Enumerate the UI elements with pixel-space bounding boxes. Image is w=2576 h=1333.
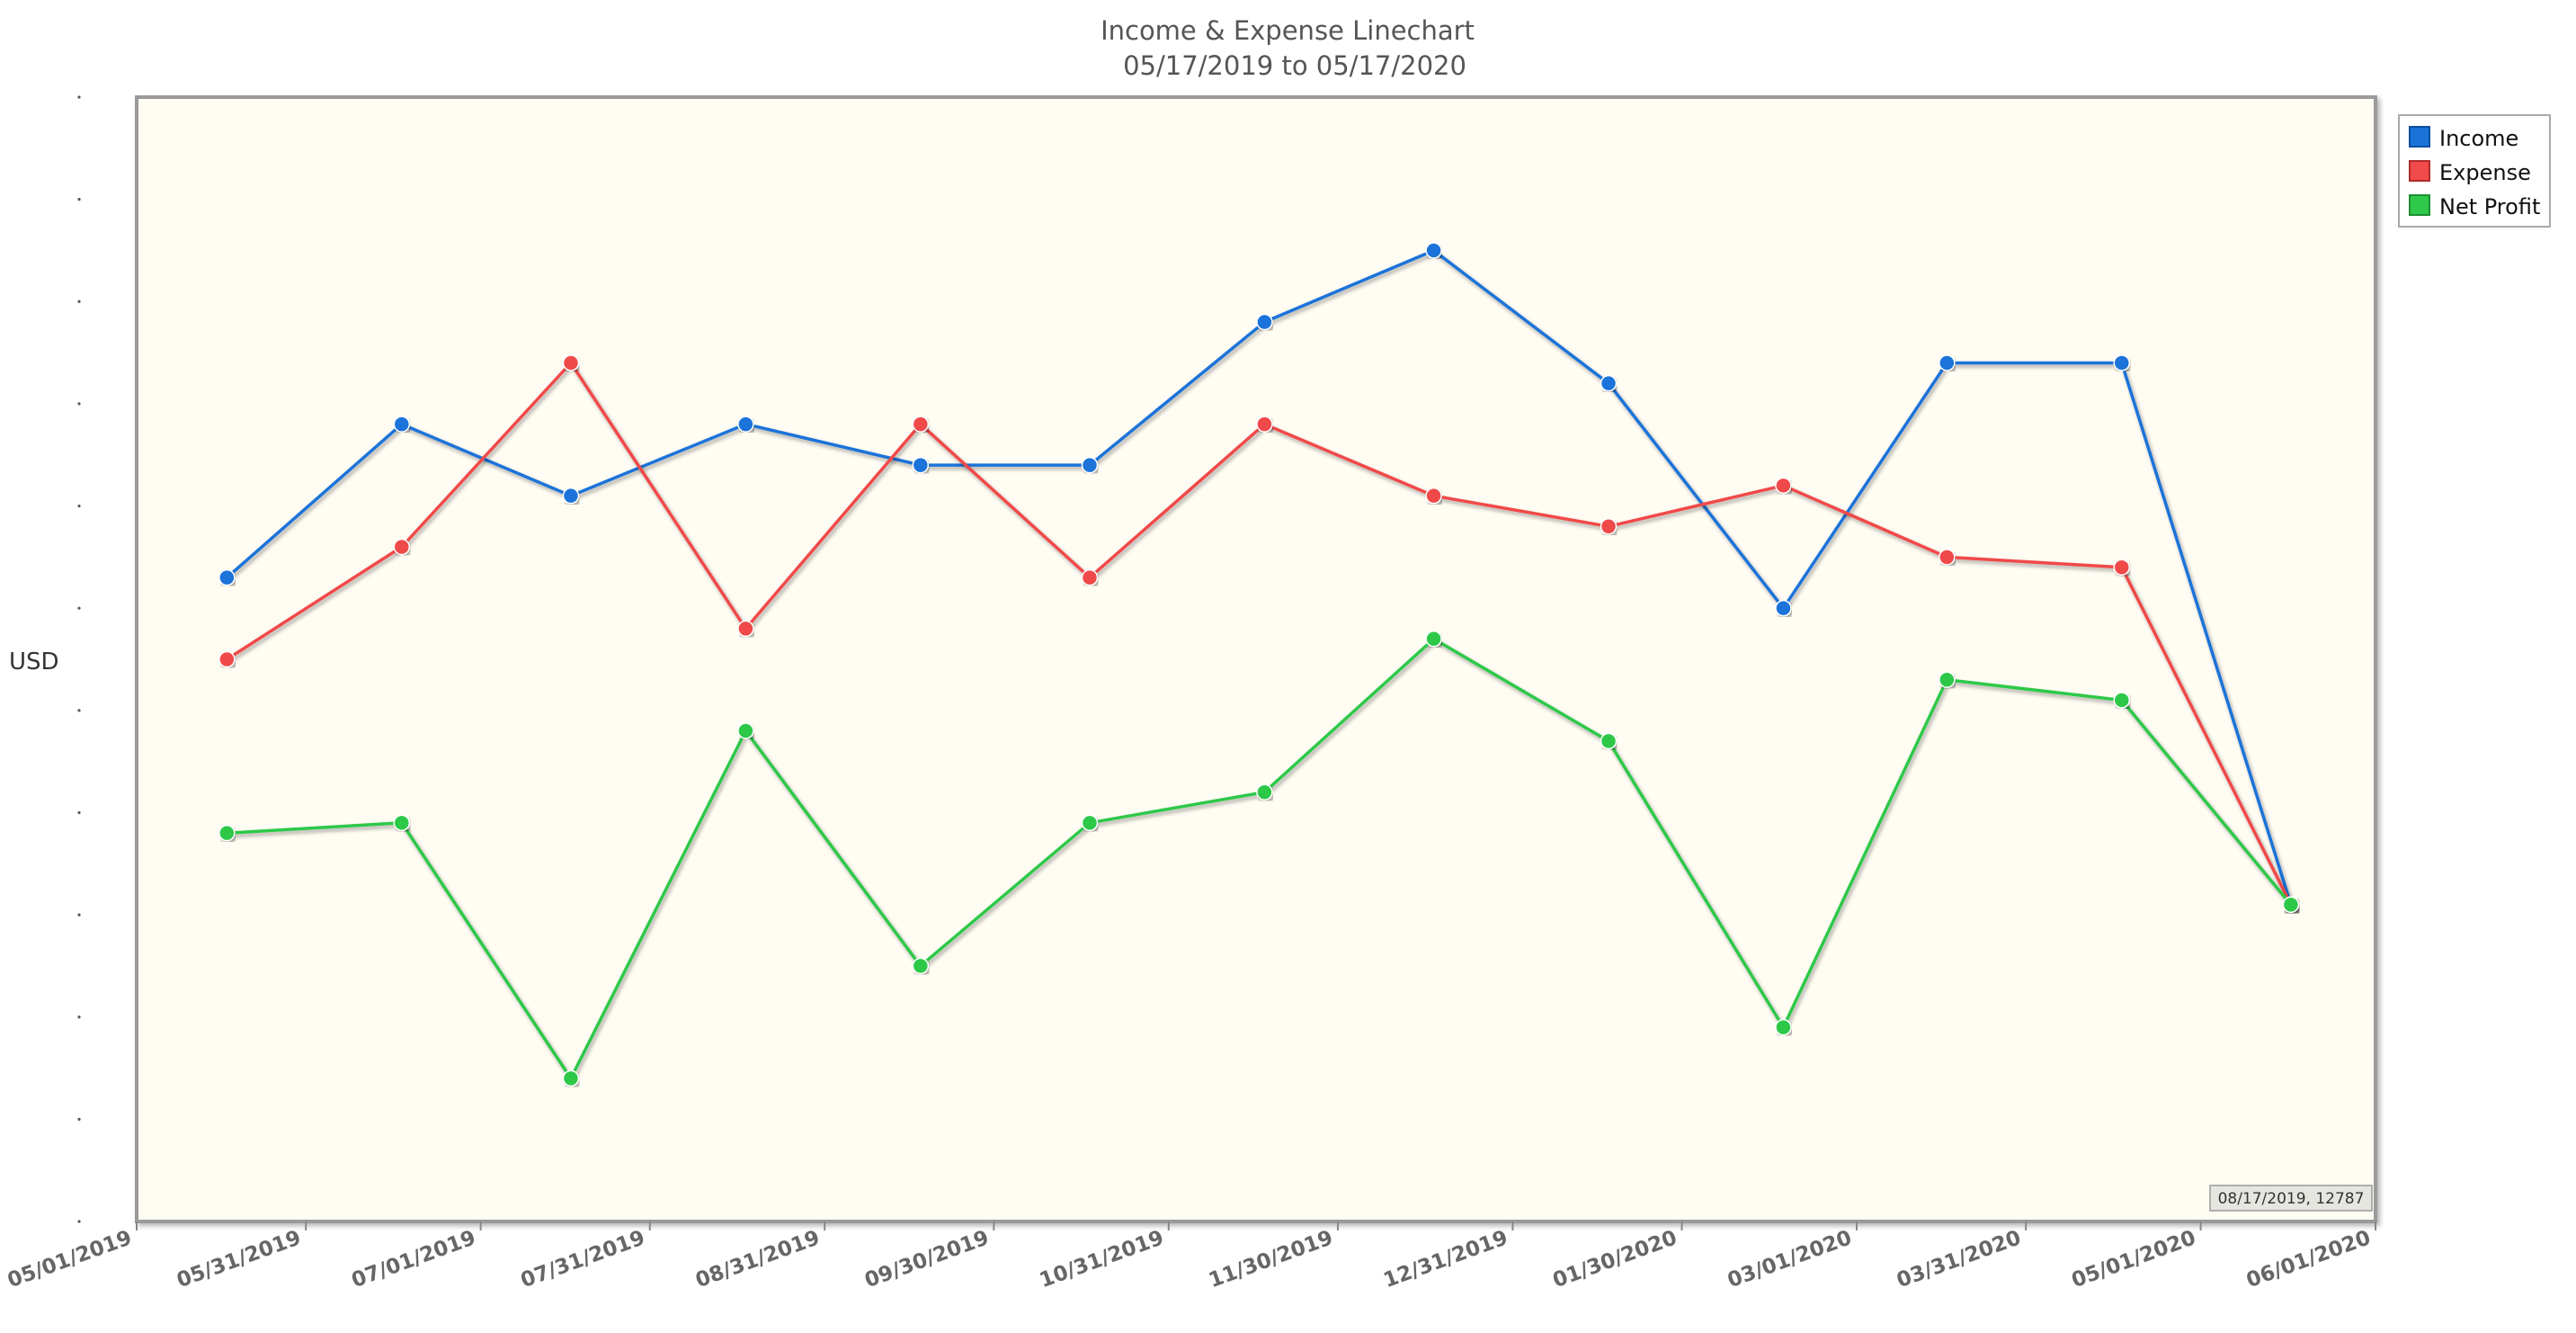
point-expense-10[interactable] bbox=[1939, 549, 1956, 566]
point-net-profit-5[interactable] bbox=[1081, 814, 1099, 832]
y-tick-0 bbox=[77, 1220, 81, 1223]
point-net-profit-9[interactable] bbox=[1775, 1018, 1792, 1036]
legend-swatch-expense bbox=[2409, 160, 2430, 182]
y-tick-6 bbox=[77, 606, 81, 610]
point-net-profit-1[interactable] bbox=[393, 814, 411, 832]
x-tick-label-9: 01/30/2020 bbox=[1550, 1226, 1680, 1293]
point-income-3[interactable] bbox=[737, 416, 754, 433]
point-expense-7[interactable] bbox=[1425, 487, 1442, 505]
chart-subtitle: 05/17/2019 to 05/17/2020 bbox=[1123, 50, 1466, 81]
point-income-11[interactable] bbox=[2113, 354, 2131, 371]
y-axis bbox=[77, 95, 81, 1223]
legend-label-expense[interactable]: Expense bbox=[2439, 160, 2531, 185]
y-tick-4 bbox=[77, 810, 81, 815]
y-tick-8 bbox=[77, 402, 81, 406]
y-tick-7 bbox=[77, 504, 81, 508]
y-tick-1 bbox=[77, 1117, 81, 1121]
point-income-5[interactable] bbox=[1081, 456, 1099, 474]
point-expense-8[interactable] bbox=[1600, 518, 1618, 535]
point-net-profit-0[interactable] bbox=[218, 824, 236, 842]
x-tick-label-13: 06/01/2020 bbox=[2243, 1226, 2374, 1293]
x-tick-label-0: 05/01/2019 bbox=[4, 1226, 135, 1293]
point-income-0[interactable] bbox=[218, 568, 236, 586]
point-net-profit-4[interactable] bbox=[912, 957, 930, 975]
point-income-9[interactable] bbox=[1775, 599, 1792, 617]
plot-area bbox=[135, 95, 2377, 1223]
y-tick-5 bbox=[77, 709, 81, 712]
legend-swatch-income bbox=[2409, 126, 2430, 148]
point-income-2[interactable] bbox=[562, 487, 580, 505]
point-expense-3[interactable] bbox=[737, 620, 754, 638]
point-income-10[interactable] bbox=[1939, 354, 1956, 371]
y-tick-11 bbox=[77, 95, 81, 99]
y-tick-3 bbox=[77, 913, 81, 917]
point-expense-4[interactable] bbox=[912, 416, 930, 433]
y-axis-label: USD bbox=[9, 649, 59, 675]
value-readout: 08/17/2019, 12787 bbox=[2209, 1185, 2373, 1212]
x-tick-label-6: 10/31/2019 bbox=[1037, 1226, 1167, 1293]
chart-title: Income & Expense Linechart bbox=[1101, 15, 1475, 46]
x-tick-label-1: 05/31/2019 bbox=[174, 1226, 304, 1293]
y-tick-9 bbox=[77, 300, 81, 303]
point-expense-1[interactable] bbox=[393, 538, 411, 556]
point-income-7[interactable] bbox=[1425, 242, 1442, 259]
x-tick-label-8: 12/31/2019 bbox=[1380, 1226, 1511, 1293]
x-axis: 05/01/2019 05/31/2019 07/01/2019 07/31/2019… bbox=[4, 1221, 2376, 1293]
point-expense-9[interactable] bbox=[1775, 477, 1792, 495]
point-income-4[interactable] bbox=[912, 456, 930, 474]
x-tick-label-3: 07/31/2019 bbox=[518, 1226, 648, 1293]
point-net-profit-6[interactable] bbox=[1256, 783, 1273, 801]
x-tick-label-7: 11/30/2019 bbox=[1206, 1226, 1336, 1293]
x-tick-label-12: 05/01/2020 bbox=[2069, 1226, 2199, 1293]
legend: Income Expense Net Profit bbox=[2398, 114, 2551, 228]
y-tick-10 bbox=[77, 198, 81, 201]
point-net-profit-8[interactable] bbox=[1600, 732, 1618, 750]
point-net-profit-2[interactable] bbox=[562, 1069, 580, 1087]
point-expense-11[interactable] bbox=[2113, 559, 2131, 576]
x-tick-label-4: 08/31/2019 bbox=[692, 1226, 823, 1293]
legend-swatch-net-profit bbox=[2409, 194, 2430, 216]
point-net-profit-11[interactable] bbox=[2113, 692, 2131, 709]
point-expense-2[interactable] bbox=[562, 354, 580, 371]
point-income-8[interactable] bbox=[1600, 374, 1618, 392]
readout-text: 08/17/2019, 12787 bbox=[2218, 1190, 2365, 1208]
point-expense-0[interactable] bbox=[218, 650, 236, 668]
point-net-profit-10[interactable] bbox=[1939, 671, 1956, 688]
series-layer bbox=[218, 242, 2300, 1087]
point-expense-5[interactable] bbox=[1081, 568, 1099, 586]
readout-box bbox=[2209, 1185, 2373, 1212]
x-tick-label-11: 03/31/2020 bbox=[1894, 1226, 2024, 1293]
x-tick-label-2: 07/01/2019 bbox=[349, 1226, 479, 1293]
point-net-profit-12[interactable] bbox=[2282, 896, 2300, 913]
point-income-6[interactable] bbox=[1256, 313, 1273, 331]
legend-label-net-profit[interactable]: Net Profit bbox=[2439, 194, 2540, 219]
point-expense-6[interactable] bbox=[1256, 416, 1273, 433]
point-net-profit-3[interactable] bbox=[737, 722, 754, 739]
y-tick-2 bbox=[77, 1015, 81, 1019]
legend-label-income[interactable]: Income bbox=[2439, 126, 2518, 151]
x-tick-label-10: 03/01/2020 bbox=[1725, 1226, 1855, 1293]
x-tick-label-5: 09/30/2019 bbox=[861, 1226, 992, 1293]
point-income-1[interactable] bbox=[393, 416, 411, 433]
point-net-profit-7[interactable] bbox=[1425, 631, 1442, 648]
